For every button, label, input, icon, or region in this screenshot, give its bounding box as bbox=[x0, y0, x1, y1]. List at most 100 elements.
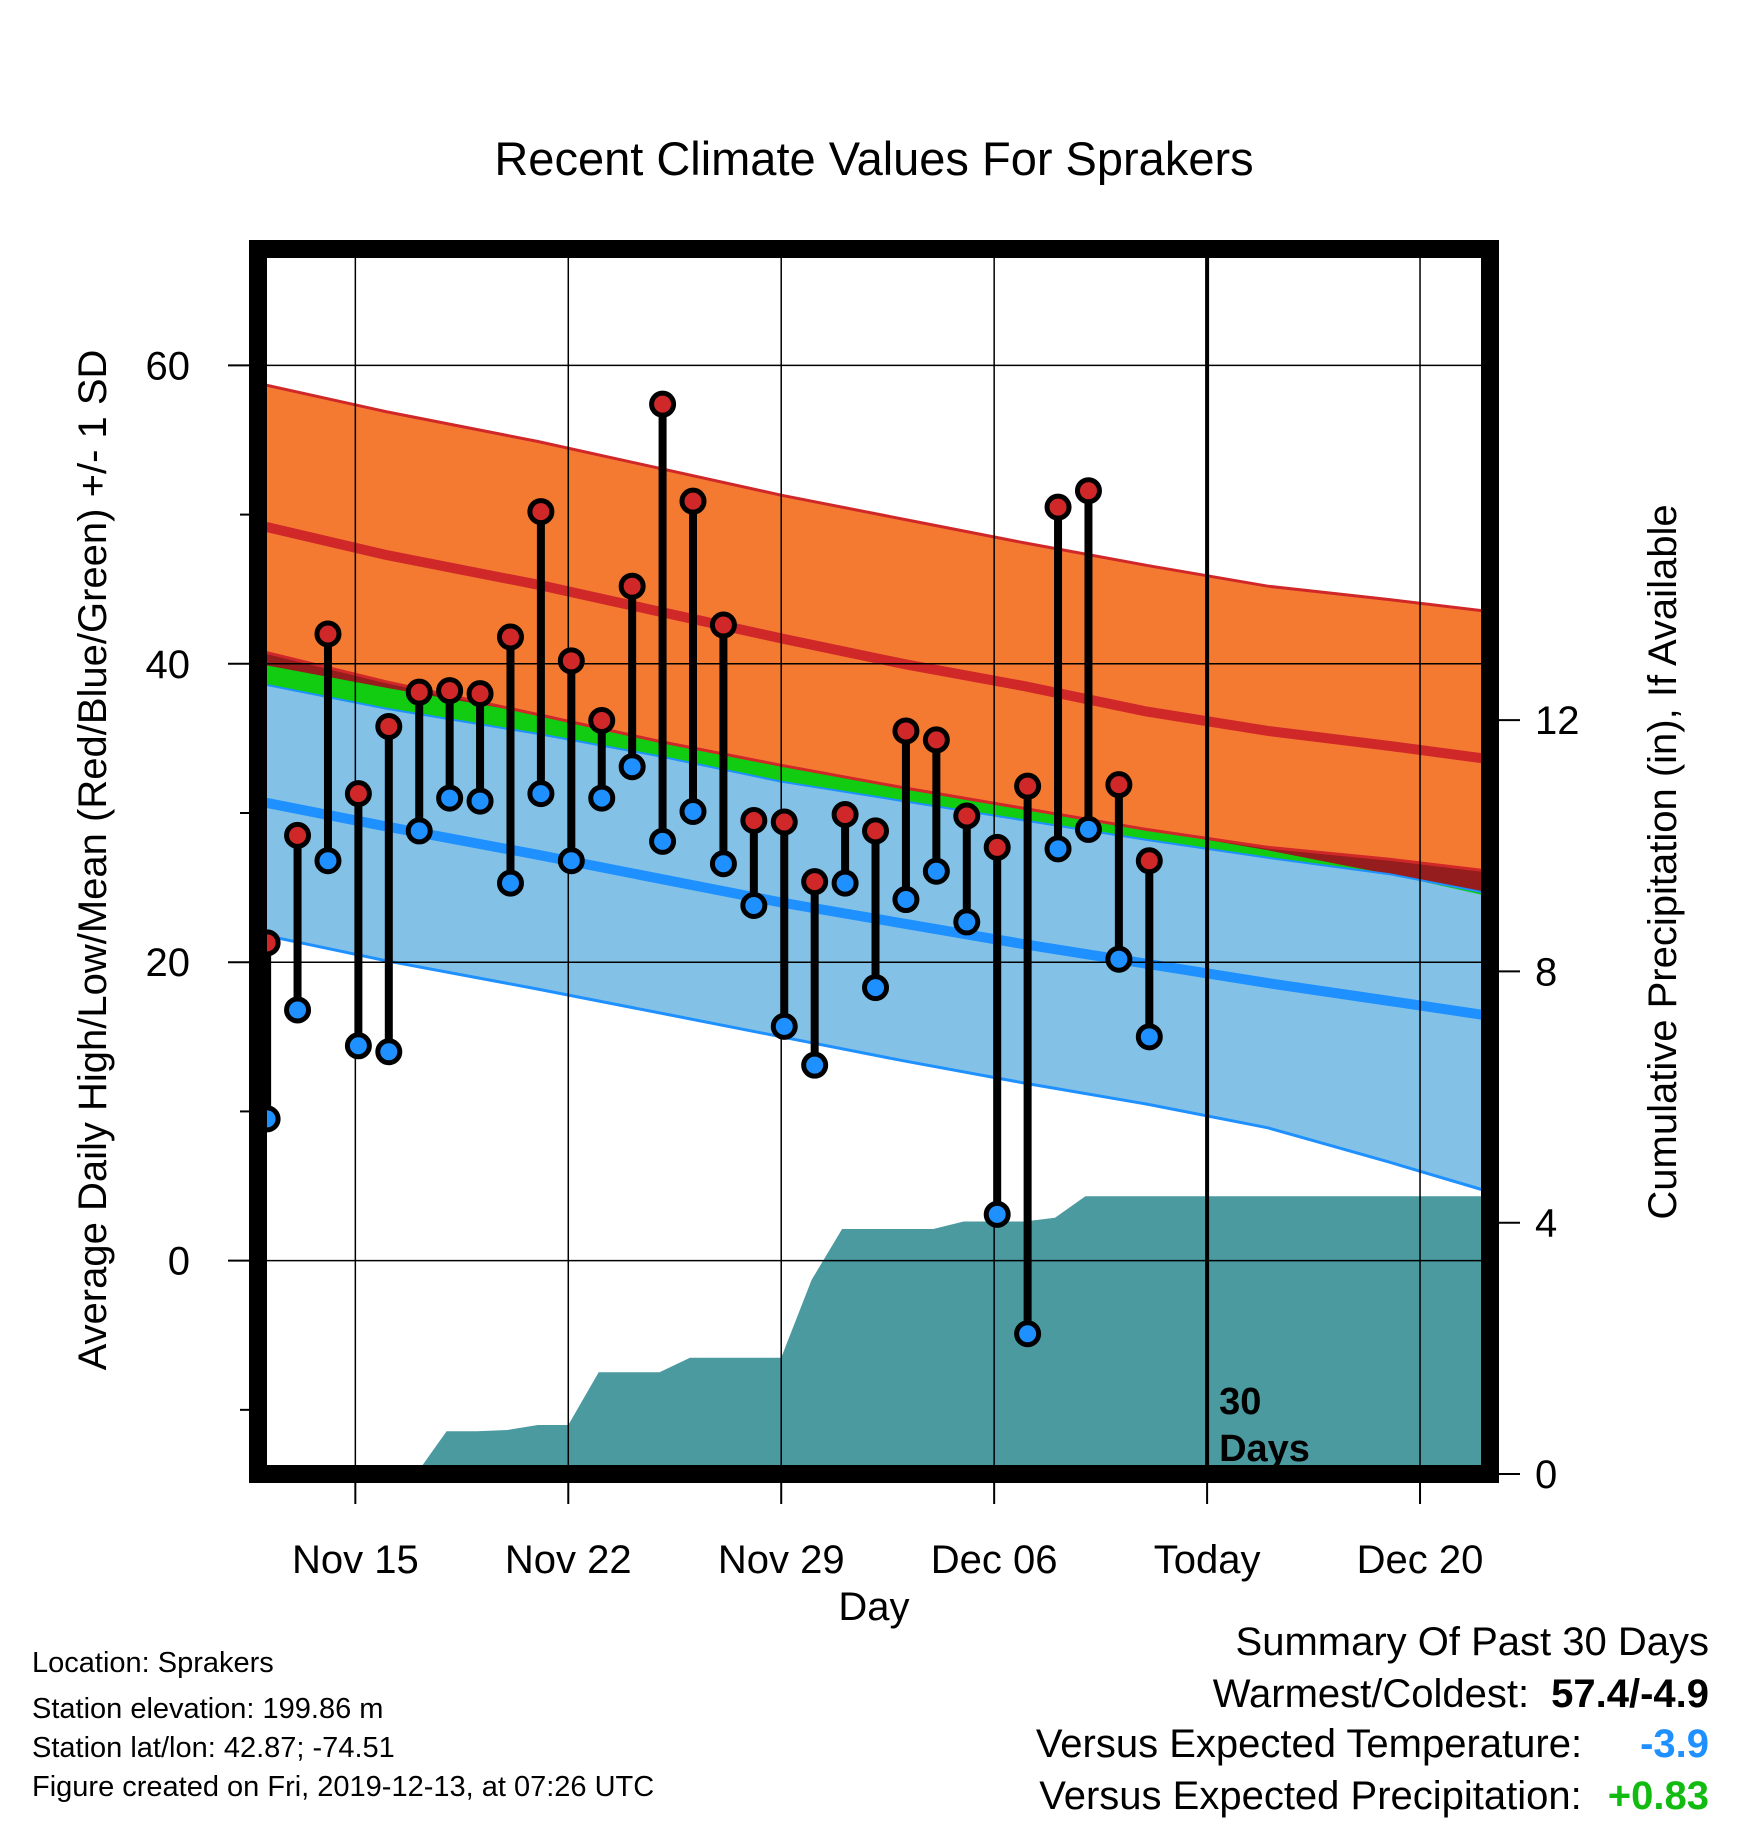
observed-high-point bbox=[983, 833, 1011, 861]
high-plus-sd-line bbox=[258, 381, 1490, 614]
observed-low-point bbox=[405, 817, 433, 845]
observed-low-point bbox=[1105, 945, 1133, 973]
observed-high-point bbox=[831, 800, 859, 828]
y-tick-label: 60 bbox=[146, 344, 191, 388]
y2-axis-label: Cumulative Precipitation (in), If Availa… bbox=[1641, 504, 1685, 1219]
observed-low-point bbox=[892, 886, 920, 914]
observed-low-point bbox=[709, 850, 737, 878]
observed-high-point bbox=[953, 802, 981, 830]
observed-high-point bbox=[588, 706, 616, 734]
observed-high-point bbox=[1014, 772, 1042, 800]
plot-frame bbox=[249, 240, 1499, 1483]
y2-tick-label: 8 bbox=[1535, 950, 1557, 994]
x-tick-label: Dec 06 bbox=[931, 1538, 1058, 1582]
observed-low-point bbox=[862, 974, 890, 1002]
observed-low-point bbox=[436, 784, 464, 812]
x-tick-label: Nov 29 bbox=[718, 1538, 845, 1582]
today-days-label: Days bbox=[1219, 1428, 1310, 1470]
chart-title: Recent Climate Values For Sprakers bbox=[494, 132, 1253, 185]
today-days-label: 30 bbox=[1219, 1381, 1261, 1423]
low-minus-sd-line bbox=[258, 932, 1490, 1194]
observed-high-point bbox=[557, 647, 585, 675]
warmest-coldest-label: Warmest/Coldest: bbox=[1212, 1672, 1530, 1716]
observed-high-point bbox=[466, 680, 494, 708]
observed-high-point bbox=[801, 868, 829, 896]
observed-high-point bbox=[892, 717, 920, 745]
y2-tick-label: 0 bbox=[1535, 1453, 1557, 1497]
high-sd-band bbox=[258, 383, 1490, 872]
observed-low-point bbox=[1044, 835, 1072, 863]
expected-precipitation-label: Versus Expected Precipitation: bbox=[1039, 1774, 1582, 1818]
observed-low-point bbox=[344, 1032, 372, 1060]
observed-high-point bbox=[709, 611, 737, 639]
observed-low-point bbox=[770, 1012, 798, 1040]
expected-precipitation-value: +0.83 bbox=[1607, 1774, 1709, 1818]
observed-low-point bbox=[983, 1200, 1011, 1228]
observed-high-point bbox=[679, 487, 707, 515]
observed-low-point bbox=[1014, 1320, 1042, 1348]
x-axis-label: Day bbox=[838, 1585, 909, 1629]
observed-high-point bbox=[527, 498, 555, 526]
high-low-overlap-band bbox=[258, 650, 1490, 894]
y-tick-label: 20 bbox=[146, 941, 191, 985]
observed-low-point bbox=[679, 798, 707, 826]
observed-high-point bbox=[649, 390, 677, 418]
y-axis-label: Average Daily High/Low/Mean (Red/Blue/Gr… bbox=[71, 350, 115, 1371]
observed-low-point bbox=[496, 869, 524, 897]
y-tick-label: 0 bbox=[168, 1240, 190, 1284]
observed-low-point bbox=[466, 787, 494, 815]
observed-low-point bbox=[618, 753, 646, 781]
expected-temperature-value: -3.9 bbox=[1640, 1722, 1709, 1766]
observed-high-point bbox=[922, 726, 950, 754]
observed-high-point bbox=[1105, 771, 1133, 799]
observed-high-point bbox=[1074, 477, 1102, 505]
warmest-coldest-value: 57.4/-4.9 bbox=[1551, 1672, 1709, 1716]
summary-precipitation-row: Versus Expected Precipitation: +0.83 bbox=[1039, 1774, 1709, 1819]
observed-low-point bbox=[557, 847, 585, 875]
observed-high-point bbox=[496, 623, 524, 651]
summary-warmest-row: Warmest/Coldest: 57.4/-4.9 bbox=[1213, 1672, 1709, 1717]
low-mean-line bbox=[258, 796, 1490, 1021]
observed-high-point bbox=[740, 806, 768, 834]
observed-high-point bbox=[862, 817, 890, 845]
location-text: Location: Sprakers bbox=[32, 1647, 274, 1679]
observed-low-point bbox=[284, 996, 312, 1024]
observed-high-point bbox=[314, 620, 342, 648]
expected-temperature-label: Versus Expected Temperature: bbox=[1035, 1722, 1583, 1766]
observed-low-point bbox=[588, 784, 616, 812]
observed-high-point bbox=[436, 677, 464, 705]
x-tick-label: Nov 15 bbox=[292, 1538, 419, 1582]
observed-high-point bbox=[1044, 493, 1072, 521]
observed-high-point bbox=[344, 780, 372, 808]
station-elevation-text: Station elevation: 199.86 m bbox=[32, 1693, 384, 1725]
observed-low-point bbox=[1135, 1023, 1163, 1051]
x-tick-label: Nov 22 bbox=[505, 1538, 632, 1582]
observed-high-point bbox=[405, 678, 433, 706]
observed-low-point bbox=[922, 857, 950, 885]
observed-low-point bbox=[953, 908, 981, 936]
summary-title: Summary Of Past 30 Days bbox=[1235, 1620, 1709, 1664]
axes: 0 20 40 60 0 4 8 12 Nov 15 Nov 22 Nov 29 Dec 06 Toda… bbox=[146, 240, 1580, 1582]
observed-low-point bbox=[649, 827, 677, 855]
observed-low-point bbox=[375, 1038, 403, 1066]
precipitation-area bbox=[258, 1196, 1490, 1474]
observed-low-point bbox=[740, 892, 768, 920]
observed-high-point bbox=[770, 808, 798, 836]
observed-high-point bbox=[375, 712, 403, 740]
x-tick-label: Dec 20 bbox=[1357, 1538, 1484, 1582]
y2-tick-label: 12 bbox=[1535, 699, 1580, 743]
plot-area: 30 Days bbox=[258, 249, 1490, 1474]
station-latlon-text: Station lat/lon: 42.87; -74.51 bbox=[32, 1732, 395, 1764]
y-tick-label: 40 bbox=[146, 643, 191, 687]
observed-high-point bbox=[1135, 847, 1163, 875]
observed-low-point bbox=[801, 1051, 829, 1079]
observed-low-point bbox=[527, 780, 555, 808]
x-tick-label: Today bbox=[1154, 1538, 1261, 1582]
observed-low-point bbox=[831, 869, 859, 897]
y2-tick-label: 4 bbox=[1535, 1202, 1557, 1246]
figure-created-text: Figure created on Fri, 2019-12-13, at 07… bbox=[32, 1771, 655, 1803]
observed-low-point bbox=[1074, 815, 1102, 843]
observed-high-point bbox=[284, 821, 312, 849]
observed-low-point bbox=[314, 847, 342, 875]
